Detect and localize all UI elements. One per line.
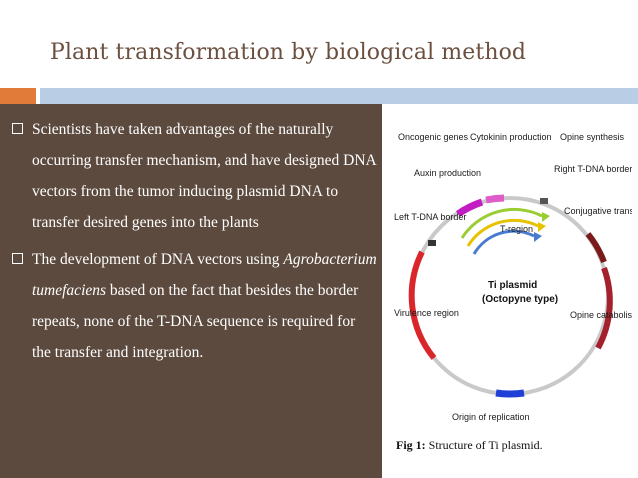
label-origin: Origin of replication — [452, 412, 530, 422]
caption-text: Structure of Ti plasmid. — [425, 438, 543, 452]
origin-segment — [495, 389, 525, 398]
plasmid-center-title: Ti plasmid — [488, 280, 537, 291]
virulence-region-segment — [408, 250, 437, 360]
bullet-list: Scientists have taken advantages of the … — [10, 114, 378, 368]
conjugative-transfer-segment — [585, 232, 607, 264]
arrow-head-icon — [538, 222, 546, 232]
label-virulence: Virulence region — [394, 308, 459, 318]
t-region-arc-yellow — [466, 218, 539, 247]
t-region-arc-green — [460, 207, 543, 239]
bullet-text: Scientists have taken advantages of the … — [32, 121, 376, 231]
label-opine-synthesis: Opine synthesis — [560, 132, 625, 142]
label-oncogenic-genes: Oncogenic genes — [398, 132, 469, 142]
cytokinin-segment — [485, 194, 505, 204]
bullet-text-pre: The development of DNA vectors using — [32, 251, 284, 268]
ti-plasmid-diagram: Oncogenic genes Cytokinin production Opi… — [394, 132, 632, 422]
plasmid-center-subtitle: (Octopyne type) — [482, 294, 558, 305]
left-content-panel — [0, 104, 382, 478]
label-cytokinin: Cytokinin production — [470, 132, 552, 142]
bullet-text-post: based on the fact that besides the borde… — [32, 282, 359, 361]
label-opine-catabolism: Opine catabolism — [570, 310, 632, 320]
label-right-border: Right T-DNA border — [554, 164, 632, 174]
left-border-mark — [428, 240, 436, 246]
label-conjugative: Conjugative transfer — [564, 206, 632, 216]
arrow-head-icon — [542, 212, 550, 222]
bullet-checkbox-icon — [12, 123, 23, 134]
opine-catabolism-segment — [595, 266, 613, 350]
bullet-text-italic: Agrobacterium tumefaciens — [32, 251, 377, 299]
oncogenic-genes-segment — [456, 198, 484, 217]
bullet-checkbox-icon — [12, 253, 23, 264]
slide-title: Plant transformation by biological metho… — [50, 40, 527, 65]
accent-bar-orange — [0, 88, 36, 104]
bullet-item: The development of DNA vectors using Agr… — [10, 244, 378, 368]
right-border-mark — [540, 198, 548, 204]
accent-bar-blue — [40, 88, 638, 104]
t-region-arc-blue — [472, 229, 535, 255]
figure-caption: Fig 1: Structure of Ti plasmid. — [396, 438, 543, 453]
arrow-head-icon — [534, 232, 542, 242]
caption-prefix: Fig 1: — [396, 438, 426, 452]
label-t-region: T-region — [500, 224, 533, 234]
bullet-item: Scientists have taken advantages of the … — [10, 114, 378, 238]
label-left-border: Left T-DNA border — [394, 212, 466, 222]
label-auxin: Auxin production — [414, 168, 481, 178]
